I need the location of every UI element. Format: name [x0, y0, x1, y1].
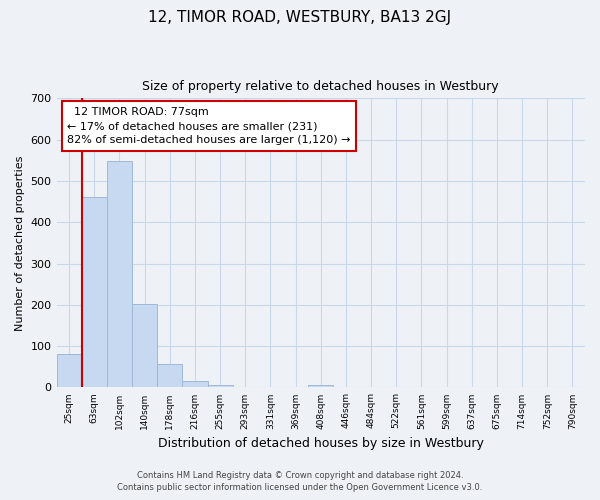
Y-axis label: Number of detached properties: Number of detached properties: [15, 155, 25, 330]
Bar: [182, 381, 208, 388]
Bar: [208, 386, 233, 388]
Text: Contains HM Land Registry data © Crown copyright and database right 2024.
Contai: Contains HM Land Registry data © Crown c…: [118, 471, 482, 492]
Text: 12 TIMOR ROAD: 77sqm  
← 17% of detached houses are smaller (231)
82% of semi-de: 12 TIMOR ROAD: 77sqm ← 17% of detached h…: [67, 107, 350, 145]
Bar: [132, 304, 157, 388]
Title: Size of property relative to detached houses in Westbury: Size of property relative to detached ho…: [142, 80, 499, 93]
Bar: [56, 354, 82, 388]
X-axis label: Distribution of detached houses by size in Westbury: Distribution of detached houses by size …: [158, 437, 484, 450]
Bar: [82, 198, 107, 388]
Bar: [107, 161, 132, 388]
Bar: [308, 386, 334, 388]
Bar: [157, 364, 182, 388]
Text: 12, TIMOR ROAD, WESTBURY, BA13 2GJ: 12, TIMOR ROAD, WESTBURY, BA13 2GJ: [148, 10, 452, 25]
